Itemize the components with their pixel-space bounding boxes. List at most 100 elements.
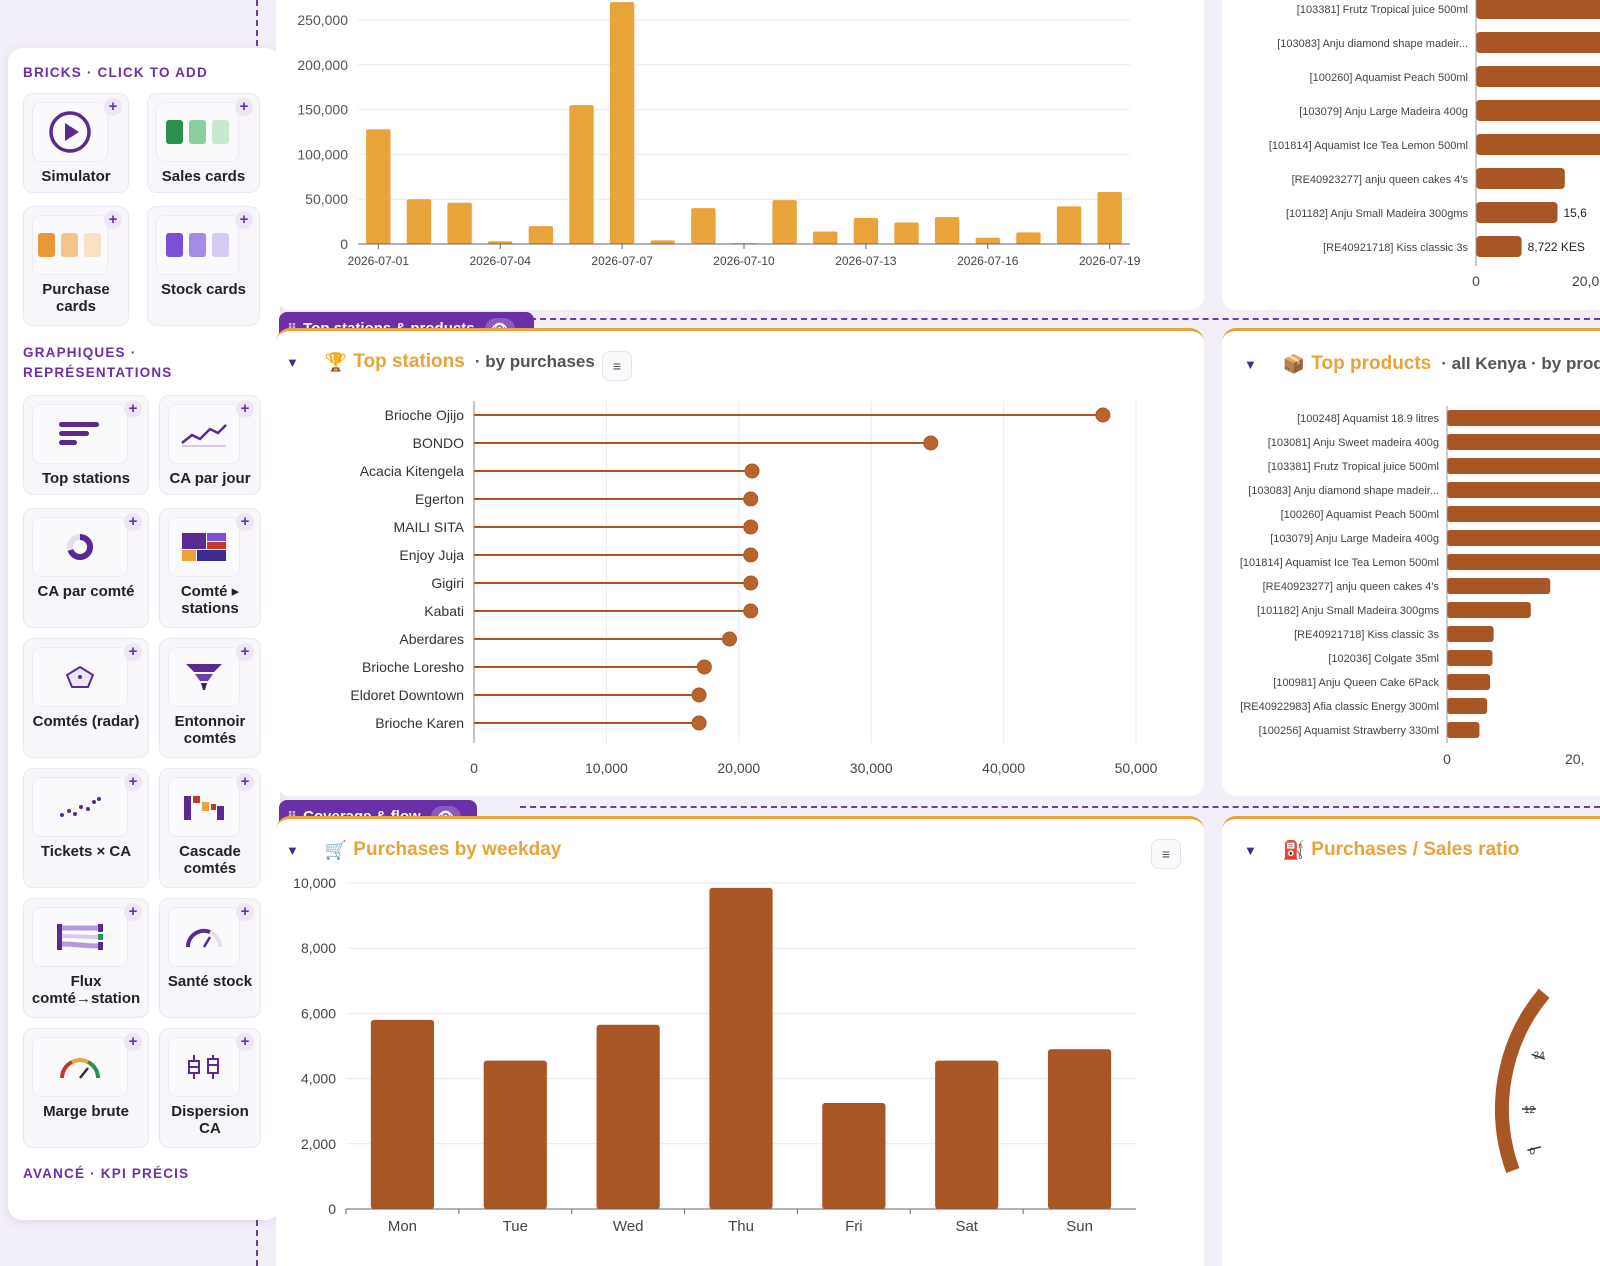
bar [1476, 66, 1600, 87]
x-tick-label: 2026-07-19 [1079, 254, 1141, 268]
daily-purchases-card: 0 50,000 100,000 150,000 200,000 250,000 2026-… [276, 0, 1204, 310]
add-icon: + [104, 98, 122, 116]
ratio-header: ▼ ⛽ Purchases / Sales ratio [1244, 839, 1519, 861]
bar [1447, 434, 1600, 450]
lollipop-dot [696, 659, 712, 675]
category-label: [RE40921718] Kiss classic 3s [1323, 242, 1468, 254]
brick-stock-cards[interactable]: + Stock cards [147, 206, 260, 326]
waterfall-icon [168, 777, 240, 837]
add-icon: + [124, 400, 142, 418]
bar [1447, 410, 1600, 426]
brick-comte-stations[interactable]: + Comté ▸ stations [159, 508, 261, 628]
y-tick-label: 150,000 [297, 102, 348, 118]
brick-sante-stock[interactable]: + Santé stock [159, 898, 261, 1018]
category-label: [103079] Anju Large Madeira 400g [1299, 106, 1468, 118]
section-separator [520, 806, 1600, 808]
category-label: [101182] Anju Small Madeira 300gms [1257, 605, 1440, 617]
play-circle-icon [32, 102, 108, 162]
bar [1447, 722, 1480, 738]
brick-purchase-cards[interactable]: + Purchase cards [23, 206, 129, 326]
add-icon: + [124, 513, 142, 531]
brick-ca-par-comte[interactable]: + CA par comté [23, 508, 149, 628]
collapse-toggle-icon[interactable]: ▼ [1244, 356, 1257, 372]
x-tick-label: Fri [845, 1218, 863, 1235]
card-subtitle: · all Kenya · by produ [1441, 354, 1600, 373]
bar [483, 1060, 547, 1209]
gauge-tick [1527, 1146, 1542, 1152]
category-label: [103083] Anju diamond shape madeir... [1277, 38, 1468, 50]
collapse-toggle-icon[interactable]: ▼ [1244, 842, 1257, 858]
scatter-icon [32, 777, 128, 837]
bar [1476, 100, 1600, 121]
category-label: [103079] Anju Large Madeira 400g [1270, 533, 1439, 545]
section-bricks-title: BRICKS · CLICK TO ADD [23, 65, 208, 80]
bar [609, 2, 635, 244]
add-icon: + [124, 773, 142, 791]
category-label: Egerton [415, 491, 464, 507]
bar [528, 226, 554, 244]
category-label: Brioche Loresho [362, 659, 464, 675]
card-subtitle: · by purchases [474, 352, 595, 371]
data-label: 8,722 KES [1528, 240, 1585, 254]
y-tick-label: 100,000 [297, 146, 348, 162]
card-title: Top stations [353, 351, 465, 372]
x-tick-label: Thu [728, 1218, 754, 1235]
x-tick-label: 2026-07-10 [713, 254, 775, 268]
bar [1476, 0, 1600, 19]
brick-marge-brute[interactable]: + Marge brute [23, 1028, 149, 1148]
brick-dispersion-ca[interactable]: + Dispersion CA [159, 1028, 261, 1148]
brick-label: Sales cards [161, 168, 246, 185]
brick-simulator[interactable]: + Simulator [23, 93, 129, 193]
brick-cascade-comtes[interactable]: + Cascade comtés [159, 768, 261, 888]
chart-menu-button[interactable]: ≡ [602, 351, 632, 381]
add-icon: + [124, 643, 142, 661]
top-products-header: ▼ 📦 Top products · all Kenya · by produ [1244, 353, 1600, 375]
x-tick-label: Sun [1066, 1218, 1093, 1235]
brick-sales-cards[interactable]: + Sales cards [147, 93, 260, 193]
x-tick-label: 0 [1472, 273, 1480, 289]
add-icon: + [236, 643, 254, 661]
bar [1476, 32, 1600, 53]
line-chart-icon [168, 404, 240, 464]
bar [1097, 192, 1122, 244]
y-tick-label: 4,000 [301, 1071, 336, 1087]
daily-purchases-chart: 0 50,000 100,000 150,000 200,000 250,000 2026-… [297, 2, 1141, 268]
orange-cards-icon [32, 215, 108, 275]
card-title: Top products [1311, 353, 1432, 374]
brick-flux-comte-station[interactable]: + Flux comté→station [23, 898, 149, 1018]
section-graphiques-title: GRAPHIQUES · REPRÉSENTATIONS [23, 343, 173, 383]
lollipop-dot [722, 631, 738, 647]
brick-label: Entonnoir comtés [174, 713, 246, 747]
card-title: Purchases by weekday [353, 839, 562, 860]
category-label: [RE40923277] anju queen cakes 4's [1263, 581, 1440, 593]
collapse-toggle-icon[interactable]: ▼ [286, 354, 299, 370]
chart-menu-button[interactable]: ≡ [1151, 839, 1181, 869]
category-label: [RE40922983] Afia classic Energy 300ml [1240, 701, 1439, 713]
bar [1447, 482, 1600, 498]
brick-tickets-ca[interactable]: + Tickets × CA [23, 768, 149, 888]
brick-top-stations[interactable]: + Top stations [23, 395, 149, 495]
y-tick-label: 6,000 [301, 1005, 336, 1021]
category-label: [100256] Aquamist Strawberry 330ml [1259, 725, 1439, 737]
category-label: Enjoy Juja [399, 547, 464, 563]
section-graphiques-line2: REPRÉSENTATIONS [23, 365, 173, 380]
category-label: [100981] Anju Queen Cake 6Pack [1273, 677, 1439, 689]
add-icon: + [124, 1033, 142, 1051]
bar [596, 1024, 660, 1209]
category-label: Aberdares [399, 631, 464, 647]
ratio-gauge: 24 12 0 [1495, 988, 1550, 1173]
brick-ca-par-jour[interactable]: + CA par jour [159, 395, 261, 495]
brick-entonnoir-comtes[interactable]: + Entonnoir comtés [159, 638, 261, 758]
bars-icon [32, 404, 128, 464]
bar [1447, 602, 1531, 618]
brick-label: CA par comté [37, 583, 135, 600]
brick-comtes-radar[interactable]: + Comtés (radar) [23, 638, 149, 758]
collapse-toggle-icon[interactable]: ▼ [286, 842, 299, 858]
fuel-pump-icon: ⛽ [1282, 839, 1306, 860]
x-tick-label: 2026-07-04 [470, 254, 532, 268]
gauge-tick-label: 0 [1529, 1146, 1535, 1157]
brick-label: CA par jour [169, 470, 251, 487]
bar [1447, 674, 1491, 690]
category-label: [RE40921718] Kiss classic 3s [1294, 629, 1439, 641]
x-tick-label: 2026-07-16 [957, 254, 1019, 268]
